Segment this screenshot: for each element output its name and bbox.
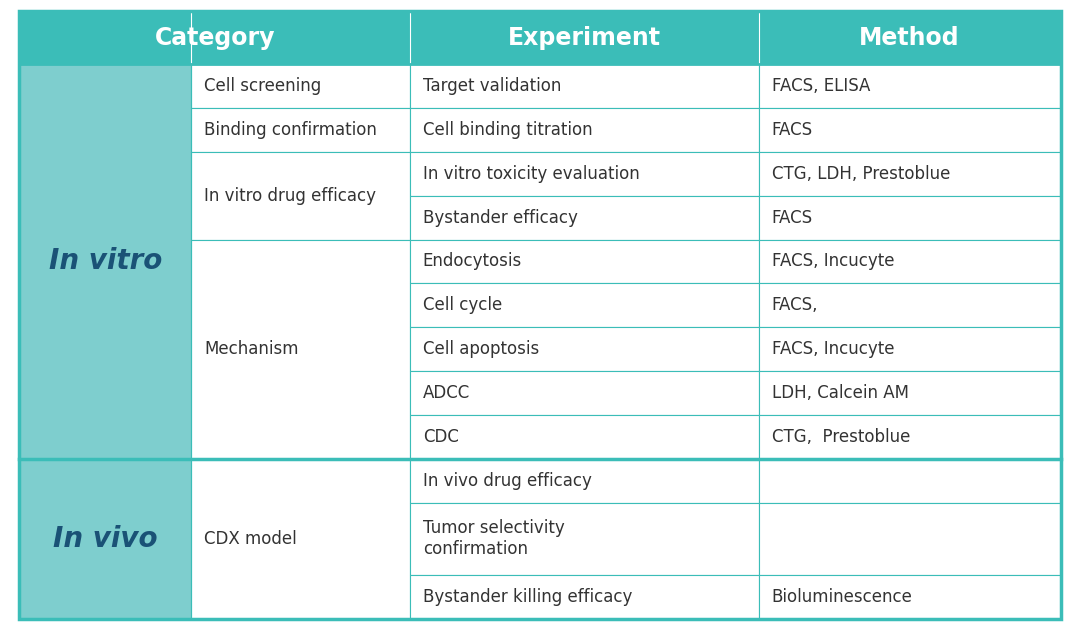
- Text: FACS, ELISA: FACS, ELISA: [771, 77, 870, 95]
- Bar: [758, 239, 1061, 284]
- Bar: [19, 459, 191, 619]
- Bar: [191, 152, 409, 239]
- Bar: [758, 371, 1061, 415]
- Bar: [409, 196, 758, 239]
- Text: Bystander killing efficacy: Bystander killing efficacy: [422, 588, 632, 605]
- Bar: [191, 64, 409, 108]
- Bar: [409, 284, 758, 327]
- Bar: [758, 108, 1061, 152]
- Text: Experiment: Experiment: [508, 26, 661, 50]
- Text: In vitro: In vitro: [49, 248, 162, 275]
- Text: Cell apoptosis: Cell apoptosis: [422, 340, 539, 358]
- Bar: [191, 108, 409, 152]
- Bar: [409, 503, 758, 575]
- Bar: [191, 459, 409, 619]
- Text: Target validation: Target validation: [422, 77, 562, 95]
- Bar: [409, 459, 758, 503]
- Text: FACS: FACS: [771, 121, 813, 139]
- Bar: [758, 327, 1061, 371]
- Text: FACS,: FACS,: [771, 296, 818, 314]
- Text: In vivo: In vivo: [53, 525, 158, 553]
- Bar: [19, 11, 1061, 64]
- Text: FACS, Incucyte: FACS, Incucyte: [771, 253, 894, 270]
- Bar: [409, 371, 758, 415]
- Text: LDH, Calcein AM: LDH, Calcein AM: [771, 384, 908, 402]
- Bar: [191, 239, 409, 459]
- Text: Category: Category: [154, 26, 275, 50]
- Bar: [758, 415, 1061, 459]
- Text: In vitro drug efficacy: In vitro drug efficacy: [204, 186, 376, 205]
- Bar: [758, 459, 1061, 503]
- Bar: [409, 415, 758, 459]
- Bar: [409, 108, 758, 152]
- Text: FACS: FACS: [771, 209, 813, 227]
- Text: Bystander efficacy: Bystander efficacy: [422, 209, 578, 227]
- Bar: [19, 64, 191, 459]
- Text: Bioluminescence: Bioluminescence: [771, 588, 913, 605]
- Text: Endocytosis: Endocytosis: [422, 253, 522, 270]
- Text: CTG, LDH, Prestoblue: CTG, LDH, Prestoblue: [771, 165, 950, 183]
- Bar: [758, 503, 1061, 575]
- Text: Tumor selectivity
confirmation: Tumor selectivity confirmation: [422, 519, 565, 558]
- Bar: [409, 327, 758, 371]
- Bar: [409, 64, 758, 108]
- Text: Mechanism: Mechanism: [204, 340, 299, 358]
- Text: CDX model: CDX model: [204, 530, 297, 547]
- Bar: [758, 152, 1061, 196]
- Bar: [758, 64, 1061, 108]
- Bar: [409, 575, 758, 619]
- Text: Binding confirmation: Binding confirmation: [204, 121, 377, 139]
- Bar: [758, 575, 1061, 619]
- Text: Cell binding titration: Cell binding titration: [422, 121, 593, 139]
- Text: Method: Method: [860, 26, 960, 50]
- Bar: [758, 196, 1061, 239]
- Text: Cell cycle: Cell cycle: [422, 296, 502, 314]
- Text: ADCC: ADCC: [422, 384, 470, 402]
- Text: In vitro toxicity evaluation: In vitro toxicity evaluation: [422, 165, 639, 183]
- Text: Cell screening: Cell screening: [204, 77, 322, 95]
- Text: CDC: CDC: [422, 428, 459, 446]
- Bar: [409, 239, 758, 284]
- Bar: [758, 284, 1061, 327]
- Text: FACS, Incucyte: FACS, Incucyte: [771, 340, 894, 358]
- Text: CTG,  Prestoblue: CTG, Prestoblue: [771, 428, 910, 446]
- Bar: [409, 152, 758, 196]
- Text: In vivo drug efficacy: In vivo drug efficacy: [422, 472, 592, 490]
